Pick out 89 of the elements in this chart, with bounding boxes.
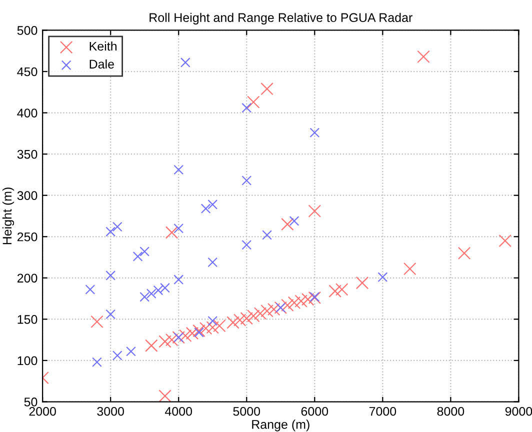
point [90, 315, 104, 328]
point [158, 390, 172, 402]
y-axis-title: Height (m) [2, 188, 14, 244]
point [213, 319, 226, 332]
point [267, 302, 280, 316]
point [242, 176, 252, 186]
point [262, 230, 272, 240]
point [226, 316, 240, 329]
y-tick-label: 500 [17, 26, 38, 35]
point [308, 291, 322, 304]
legend-label: Keith [90, 41, 116, 51]
point [174, 274, 184, 285]
point [158, 335, 172, 348]
point [404, 262, 416, 276]
y-tick-label: 50 [24, 398, 38, 406]
y-tick-label: 200 [17, 274, 38, 283]
x-tick-label: 8000 [437, 406, 464, 416]
point [417, 50, 430, 64]
x-tick-label: 5000 [233, 406, 260, 416]
point [240, 312, 253, 325]
point [165, 226, 178, 239]
point [140, 246, 150, 256]
point [254, 307, 267, 320]
point [294, 294, 308, 308]
point [233, 314, 246, 326]
point [112, 222, 122, 232]
point [200, 204, 211, 214]
point [199, 322, 212, 335]
point [208, 199, 218, 210]
y-tick-label: 450 [17, 67, 38, 76]
x-tick-label: 4000 [164, 406, 192, 416]
point [145, 339, 158, 352]
point [112, 350, 122, 360]
point [106, 309, 116, 320]
point [458, 246, 471, 260]
point [106, 226, 116, 237]
point [260, 304, 274, 318]
y-tick-label: 400 [17, 108, 38, 118]
point [192, 324, 206, 338]
point [186, 326, 199, 340]
point [174, 223, 184, 234]
x-tick-label: 2000 [29, 406, 56, 416]
point [132, 252, 143, 262]
point [301, 293, 314, 306]
x-tick-label: 9000 [505, 406, 532, 416]
point [153, 285, 164, 296]
point [92, 357, 102, 368]
point [356, 276, 369, 290]
x-tick-label: 3000 [97, 406, 124, 416]
point [281, 298, 294, 312]
point [308, 204, 322, 218]
point [174, 164, 184, 175]
point [288, 296, 301, 310]
point [247, 96, 260, 108]
legend-label: Dale [90, 59, 114, 69]
point [126, 346, 136, 356]
chart-title: Roll Height and Range Relative to PGUA Radar [150, 12, 412, 24]
point [146, 288, 156, 299]
y-tick-label: 150 [18, 315, 38, 324]
point [165, 333, 178, 346]
x-tick-label: 6000 [301, 406, 328, 416]
point [208, 316, 218, 326]
point [289, 216, 300, 226]
y-tick-label: 100 [18, 356, 38, 366]
point [106, 270, 116, 280]
x-tick-label: 7000 [369, 406, 396, 416]
y-tick-label: 350 [17, 150, 38, 159]
point [260, 82, 274, 96]
point [310, 128, 320, 138]
point [498, 234, 512, 248]
point [247, 310, 260, 322]
point [378, 272, 388, 282]
point [281, 218, 294, 231]
x-axis-title: Range (m) [252, 420, 310, 432]
point [208, 257, 218, 268]
point [206, 321, 219, 334]
point [85, 284, 96, 294]
point [179, 329, 192, 342]
point [194, 327, 204, 338]
point [140, 292, 150, 302]
y-tick-label: 300 [17, 191, 38, 200]
point [242, 102, 252, 113]
point [310, 292, 320, 302]
point [160, 282, 170, 293]
y-tick-label: 250 [17, 232, 38, 242]
point [180, 57, 190, 68]
point [242, 240, 252, 250]
point [328, 284, 342, 298]
point [335, 283, 348, 296]
